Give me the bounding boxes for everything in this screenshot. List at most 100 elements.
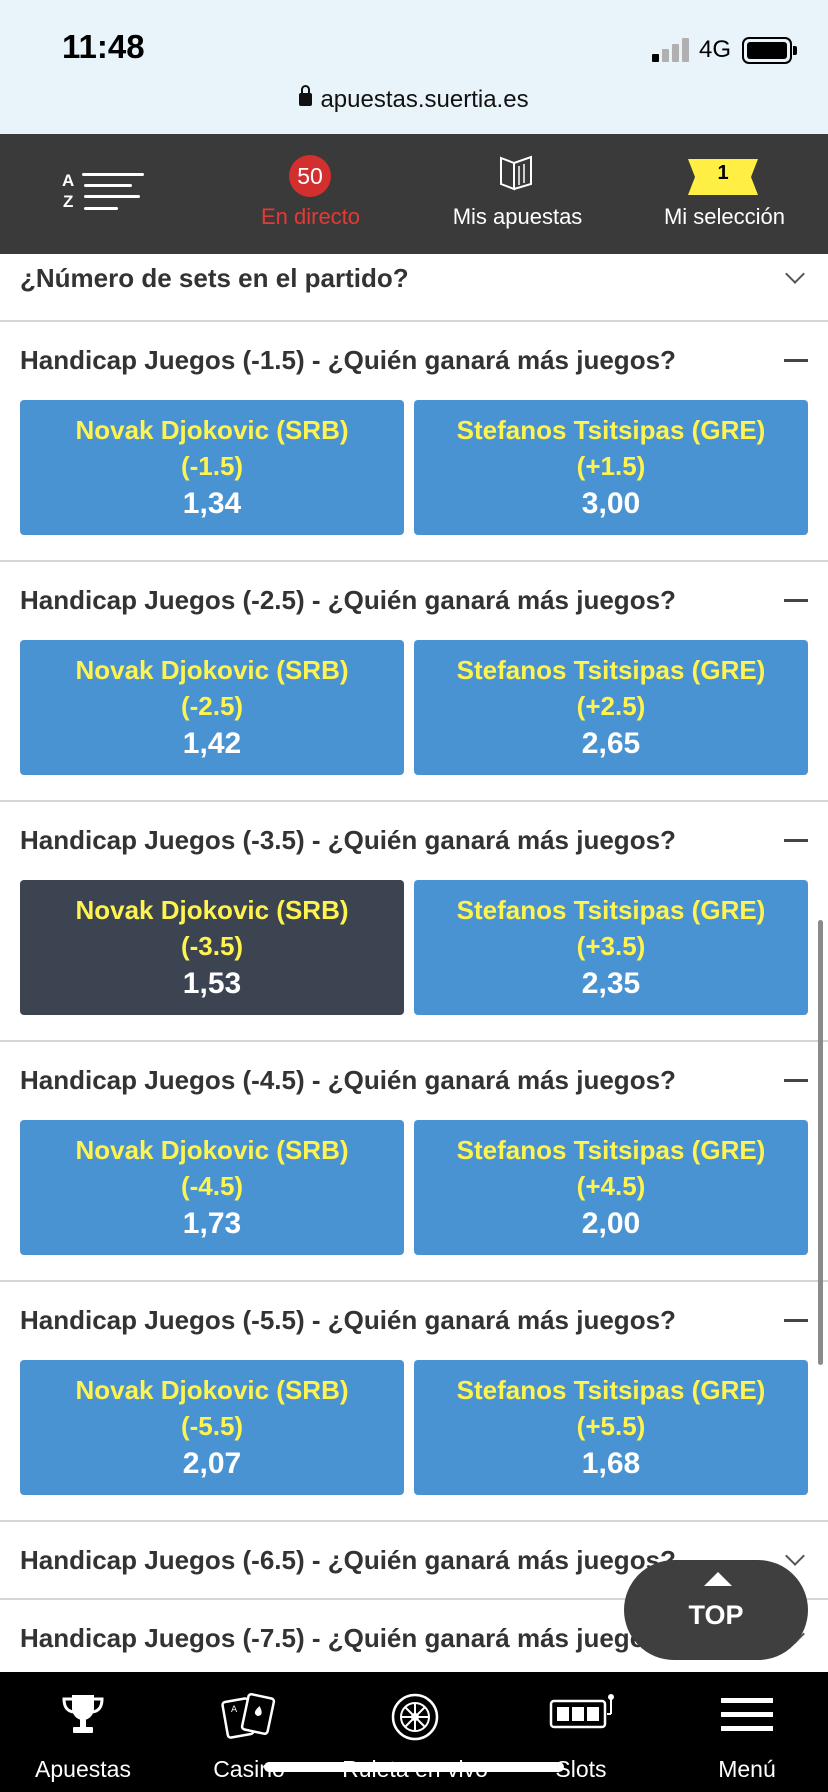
- collapse-minus-icon: [784, 839, 808, 842]
- odds-row: Novak Djokovic (SRB) (-1.5) 1,34 Stefano…: [0, 398, 828, 560]
- odds-price: 2,65: [581, 726, 641, 760]
- cards-icon: A: [221, 1692, 276, 1739]
- market-title: Handicap Juegos (-3.5) - ¿Quién ganará m…: [20, 825, 676, 855]
- odds-price: 2,00: [581, 1206, 641, 1240]
- market-title: Handicap Juegos (-5.5) - ¿Quién ganará m…: [20, 1305, 676, 1335]
- market-header[interactable]: Handicap Juegos (-1.5) - ¿Quién ganará m…: [0, 322, 828, 398]
- odds-price: 1,73: [182, 1206, 242, 1240]
- chevron-down-icon: [785, 264, 805, 284]
- selection-count: 1: [717, 162, 729, 184]
- collapse-minus-icon: [784, 599, 808, 602]
- market-header[interactable]: Handicap Juegos (-2.5) - ¿Quién ganará m…: [0, 562, 828, 638]
- trophy-icon: [62, 1695, 104, 1733]
- nav-label: Slots: [555, 1756, 607, 1782]
- battery-icon: [742, 37, 797, 64]
- odds-button[interactable]: Novak Djokovic (SRB) (-4.5) 1,73: [20, 1120, 404, 1255]
- market-title: Handicap Juegos (-2.5) - ¿Quién ganará m…: [20, 585, 676, 615]
- my-selection-button[interactable]: Mi selección: [621, 134, 828, 254]
- market-section: Handicap Juegos (-2.5) - ¿Quién ganará m…: [0, 562, 828, 802]
- odds-row: Novak Djokovic (SRB) (-4.5) 1,73 Stefano…: [0, 1118, 828, 1280]
- home-indicator[interactable]: [264, 1762, 564, 1772]
- nav-casino[interactable]: A Casino: [166, 1672, 332, 1792]
- my-bets-label: Mis apuestas: [452, 204, 583, 229]
- market-title: Handicap Juegos (-4.5) - ¿Quién ganará m…: [20, 1065, 676, 1095]
- my-bets-button[interactable]: Mis apuestas: [414, 134, 621, 254]
- open-book-icon: [500, 155, 532, 191]
- hamburger-menu-icon: [721, 1698, 773, 1731]
- signal-icon: [652, 38, 692, 62]
- odds-price: 1,53: [182, 966, 242, 1000]
- scroll-to-top-button[interactable]: TOP: [624, 1560, 808, 1660]
- selection-name: Novak Djokovic (SRB) (-3.5): [75, 894, 349, 961]
- status-time: 11:48: [62, 28, 145, 65]
- market-header[interactable]: Handicap Juegos (-7.5) - ¿Quién ganará m…: [0, 1600, 828, 1676]
- odds-price: 2,07: [182, 1446, 242, 1480]
- market-header[interactable]: ¿Número de sets en el partido?: [0, 254, 828, 320]
- market-section: Handicap Juegos (-3.5) - ¿Quién ganará m…: [0, 802, 828, 1042]
- selection-name: Novak Djokovic (SRB) (-5.5): [75, 1374, 349, 1441]
- odds-row: Novak Djokovic (SRB) (-3.5) 1,53 Stefano…: [0, 878, 828, 1040]
- top-label: TOP: [688, 1600, 744, 1630]
- collapse-minus-icon: [784, 359, 808, 362]
- nav-label: Apuestas: [35, 1756, 131, 1782]
- chevron-down-icon: [785, 1546, 805, 1566]
- roulette-icon: [391, 1693, 439, 1741]
- odds-button[interactable]: Novak Djokovic (SRB) (-1.5) 1,34: [20, 400, 404, 535]
- selection-name: Novak Djokovic (SRB) (-2.5): [75, 654, 349, 721]
- svg-text:A: A: [231, 1705, 238, 1715]
- odds-button[interactable]: Stefanos Tsitsipas (GRE) (+3.5) 2,35: [414, 880, 808, 1015]
- market-section: ¿Número de sets en el partido?: [0, 254, 828, 322]
- nav-menu[interactable]: Menú: [664, 1672, 828, 1792]
- odds-button[interactable]: Novak Djokovic (SRB) (-5.5) 2,07: [20, 1360, 404, 1495]
- live-nav-button[interactable]: 50 En directo: [207, 134, 414, 254]
- selection-name: Stefanos Tsitsipas (GRE) (+3.5): [456, 894, 766, 961]
- status-bar: 11:48 4G apuestas.suertia.es: [0, 0, 828, 134]
- odds-price: 3,00: [581, 486, 641, 520]
- address-bar[interactable]: apuestas.suertia.es: [0, 85, 828, 114]
- odds-button[interactable]: Stefanos Tsitsipas (GRE) (+5.5) 1,68: [414, 1360, 808, 1495]
- selection-name: Novak Djokovic (SRB) (-4.5): [75, 1134, 349, 1201]
- markets-list: ¿Número de sets en el partido? Handicap …: [0, 254, 828, 1678]
- slot-machine-icon: [549, 1694, 614, 1729]
- odds-price: 2,35: [581, 966, 641, 1000]
- nav-slots[interactable]: Slots: [498, 1672, 664, 1792]
- odds-price: 1,42: [182, 726, 242, 760]
- market-header[interactable]: Handicap Juegos (-4.5) - ¿Quién ganará m…: [0, 1042, 828, 1118]
- odds-row: Novak Djokovic (SRB) (-5.5) 2,07 Stefano…: [0, 1358, 828, 1520]
- selection-name: Stefanos Tsitsipas (GRE) (+2.5): [456, 654, 766, 721]
- nav-apuestas[interactable]: Apuestas: [0, 1672, 166, 1792]
- market-section: Handicap Juegos (-4.5) - ¿Quién ganará m…: [0, 1042, 828, 1282]
- selection-name: Stefanos Tsitsipas (GRE) (+1.5): [456, 414, 766, 481]
- odds-button[interactable]: Novak Djokovic (SRB) (-2.5) 1,42: [20, 640, 404, 775]
- market-title: Handicap Juegos (-7.5) - ¿Quién ganará m…: [20, 1623, 676, 1653]
- market-header[interactable]: Handicap Juegos (-6.5) - ¿Quién ganará m…: [0, 1522, 828, 1598]
- nav-ruleta[interactable]: Ruleta en vivo: [332, 1672, 498, 1792]
- odds-button[interactable]: Stefanos Tsitsipas (GRE) (+2.5) 2,65: [414, 640, 808, 775]
- my-selection-label: Mi selección: [663, 204, 786, 229]
- market-title: ¿Número de sets en el partido?: [20, 263, 409, 293]
- market-section: Handicap Juegos (-6.5) - ¿Quién ganará m…: [0, 1522, 828, 1600]
- selection-name: Stefanos Tsitsipas (GRE) (+5.5): [456, 1374, 766, 1441]
- nav-label: Menú: [718, 1756, 776, 1782]
- odds-row: Novak Djokovic (SRB) (-2.5) 1,42 Stefano…: [0, 638, 828, 800]
- market-header[interactable]: Handicap Juegos (-3.5) - ¿Quién ganará m…: [0, 802, 828, 878]
- market-header[interactable]: Handicap Juegos (-5.5) - ¿Quién ganará m…: [0, 1282, 828, 1358]
- collapse-minus-icon: [784, 1079, 808, 1082]
- bottom-navigation: Apuestas A Casino Ruleta en vivo: [0, 1672, 828, 1792]
- odds-button-selected[interactable]: Novak Djokovic (SRB) (-3.5) 1,53: [20, 880, 404, 1015]
- odds-button[interactable]: Stefanos Tsitsipas (GRE) (+1.5) 3,00: [414, 400, 808, 535]
- betslip-ticket-icon[interactable]: [688, 159, 758, 195]
- lock-icon: [299, 85, 313, 106]
- selection-name: Novak Djokovic (SRB) (-1.5): [75, 414, 349, 481]
- odds-button[interactable]: Stefanos Tsitsipas (GRE) (+4.5) 2,00: [414, 1120, 808, 1255]
- network-type: 4G: [699, 36, 732, 63]
- market-title: Handicap Juegos (-1.5) - ¿Quién ganará m…: [20, 345, 676, 375]
- odds-price: 1,34: [182, 486, 242, 520]
- market-section: Handicap Juegos (-1.5) - ¿Quién ganará m…: [0, 322, 828, 562]
- selection-name: Stefanos Tsitsipas (GRE) (+4.5): [456, 1134, 766, 1201]
- collapse-minus-icon: [784, 1319, 808, 1322]
- odds-price: 1,68: [581, 1446, 641, 1480]
- scrollbar[interactable]: [818, 920, 823, 1365]
